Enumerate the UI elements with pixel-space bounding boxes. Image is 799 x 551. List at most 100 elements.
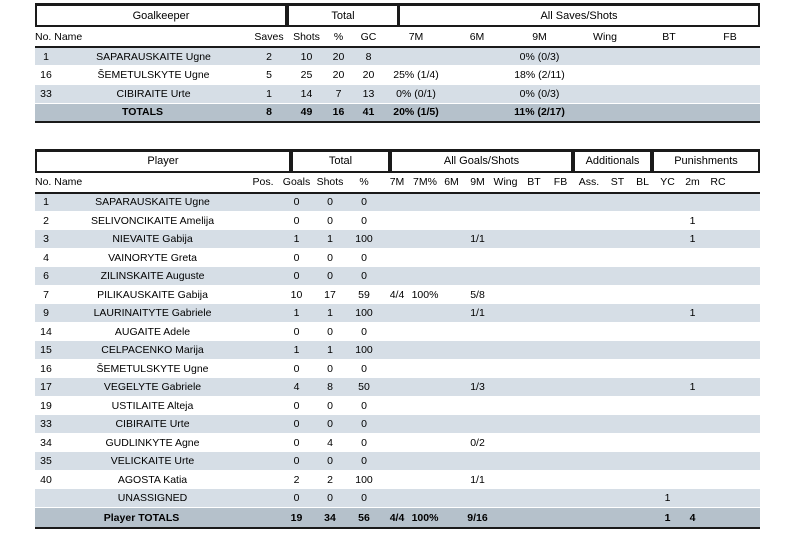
cell-shots: 0 bbox=[315, 359, 346, 379]
cell-rc bbox=[705, 488, 732, 508]
cell-9m bbox=[464, 248, 492, 268]
cell-shots: 0 bbox=[315, 451, 346, 471]
cell-yc bbox=[655, 229, 681, 249]
cell-7m bbox=[383, 192, 412, 212]
table-row: 6 ZILINSKAITE Auguste 0 0 0 bbox=[35, 266, 761, 286]
cell-yc bbox=[655, 414, 681, 434]
cell-2m bbox=[680, 359, 706, 379]
cell-yc bbox=[655, 359, 681, 379]
cell-fb bbox=[548, 285, 574, 305]
cell-9m: 0/2 bbox=[464, 433, 492, 453]
totals-cell-bt bbox=[520, 507, 549, 529]
cell-pos bbox=[248, 322, 279, 342]
cell-wing bbox=[572, 84, 639, 104]
player-number: 16 bbox=[35, 65, 57, 85]
player-number: 34 bbox=[35, 433, 57, 453]
cell-spacer bbox=[731, 396, 761, 416]
cell-7mpct bbox=[411, 414, 440, 434]
col-header-saves: Saves bbox=[254, 30, 284, 43]
cell-6m bbox=[439, 377, 465, 397]
table-row: 2 SELIVONCIKAITE Amelija 0 0 0 1 bbox=[35, 211, 761, 231]
cell-goals: 0 bbox=[278, 451, 316, 471]
cell-pct: 0 bbox=[345, 488, 384, 508]
col-header-wing: Wing bbox=[593, 30, 617, 43]
table-row: UNASSIGNED 0 0 0 1 bbox=[35, 488, 761, 508]
cell-rc bbox=[705, 377, 732, 397]
cell-goals: 0 bbox=[278, 396, 316, 416]
group-header-all-saves-shots: All Saves/Shots bbox=[398, 4, 760, 27]
totals-cell-6m bbox=[447, 103, 508, 122]
cell-fb bbox=[700, 47, 761, 67]
group-header-punishments: Punishments bbox=[652, 149, 760, 173]
totals-cell-7m: 4/4 bbox=[383, 507, 412, 529]
cell-pct: 7 bbox=[325, 84, 353, 104]
cell-rc bbox=[705, 451, 732, 471]
cell-2m bbox=[680, 340, 706, 360]
cell-9m: 1/1 bbox=[464, 470, 492, 490]
cell-yc bbox=[655, 470, 681, 490]
col-header-ass: Ass. bbox=[578, 176, 600, 189]
cell-bt bbox=[520, 322, 549, 342]
cell-yc bbox=[655, 451, 681, 471]
col-header-spacer bbox=[731, 173, 760, 193]
cell-bt bbox=[520, 377, 549, 397]
cell-7m bbox=[383, 303, 412, 323]
cell-6m bbox=[439, 414, 465, 434]
cell-7m bbox=[383, 229, 412, 249]
cell-pos bbox=[248, 470, 279, 490]
cell-wing bbox=[491, 211, 521, 231]
cell-2m: 1 bbox=[680, 211, 706, 231]
cell-spacer bbox=[731, 192, 761, 212]
cell-goals: 2 bbox=[278, 470, 316, 490]
cell-fb bbox=[548, 229, 574, 249]
cell-shots: 0 bbox=[315, 266, 346, 286]
table-row: 9 LAURINAITYTE Gabriele 1 1 100 1/1 1 bbox=[35, 303, 761, 323]
cell-bt bbox=[638, 84, 701, 104]
cell-yc bbox=[655, 285, 681, 305]
cell-bt bbox=[520, 192, 549, 212]
cell-st bbox=[605, 451, 631, 471]
cell-gc: 20 bbox=[352, 65, 386, 85]
cell-7m bbox=[383, 377, 412, 397]
cell-6m bbox=[447, 84, 508, 104]
cell-spacer bbox=[731, 470, 761, 490]
cell-st bbox=[605, 396, 631, 416]
cell-shots: 0 bbox=[315, 414, 346, 434]
cell-bl bbox=[630, 211, 656, 231]
totals-cell-wing bbox=[572, 103, 639, 122]
cell-bl bbox=[630, 414, 656, 434]
cell-rc bbox=[705, 359, 732, 379]
cell-goals: 0 bbox=[278, 211, 316, 231]
player-name: SAPARAUSKAITE Ugne bbox=[57, 47, 251, 67]
group-header-total: Total bbox=[291, 149, 390, 173]
cell-bl bbox=[630, 451, 656, 471]
cell-ass bbox=[573, 266, 606, 286]
cell-7mpct bbox=[411, 359, 440, 379]
cell-gc: 13 bbox=[352, 84, 386, 104]
cell-6m bbox=[439, 303, 465, 323]
player-name: NIEVAITE Gabija bbox=[57, 229, 249, 249]
cell-7m bbox=[385, 47, 448, 67]
cell-yc: 1 bbox=[655, 488, 681, 508]
cell-fb bbox=[700, 65, 761, 85]
cell-rc bbox=[705, 266, 732, 286]
cell-ass bbox=[573, 303, 606, 323]
cell-2m bbox=[680, 451, 706, 471]
cell-yc bbox=[655, 433, 681, 453]
cell-bl bbox=[630, 470, 656, 490]
player-table: Player Total All Goals/Shots Additionals Pun… bbox=[35, 148, 761, 530]
table-row: 7 PILIKAUSKAITE Gabija 10 17 59 4/4 100% 5/8 bbox=[35, 285, 761, 305]
cell-ass bbox=[573, 285, 606, 305]
goalkeeper-table-group-header-row: Goalkeeper Total All Saves/Shots bbox=[35, 3, 760, 27]
cell-6m bbox=[439, 470, 465, 490]
col-header-no-name: No. Name bbox=[35, 30, 83, 43]
cell-yc bbox=[655, 322, 681, 342]
cell-9m: 1/3 bbox=[464, 377, 492, 397]
cell-9m bbox=[464, 322, 492, 342]
cell-pct: 100 bbox=[345, 340, 384, 360]
cell-2m bbox=[680, 414, 706, 434]
table-row: 1 SAPARAUSKAITE Ugne 2 10 20 8 0% (0/3) bbox=[35, 47, 761, 67]
cell-wing bbox=[491, 359, 521, 379]
cell-pct: 0 bbox=[345, 322, 384, 342]
cell-9m: 1/1 bbox=[464, 229, 492, 249]
